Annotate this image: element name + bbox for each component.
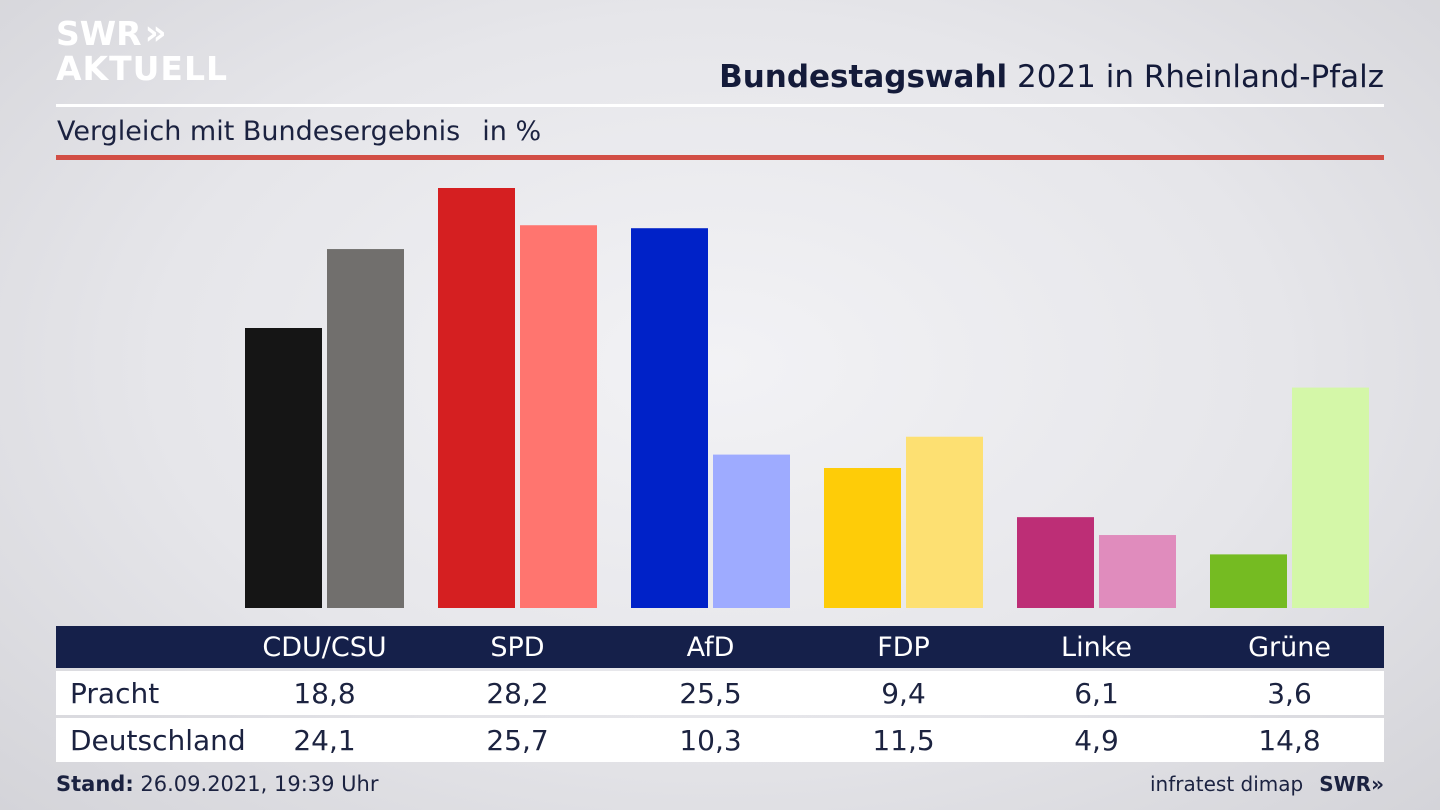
bar-linke-pracht bbox=[1017, 517, 1094, 608]
results-table: CDU/CSU SPD AfD FDP Linke Grüne Pracht 18,8 28… bbox=[56, 626, 1384, 762]
value-pracht-afd: 25,5 bbox=[679, 676, 742, 710]
bar-fdp-deutschland bbox=[906, 436, 983, 608]
timestamp: Stand: 26.09.2021, 19:39 Uhr bbox=[56, 772, 379, 796]
table-header-row: CDU/CSU SPD AfD FDP Linke Grüne bbox=[56, 626, 1384, 668]
value-deutschland-fdp: 11,5 bbox=[872, 723, 935, 757]
value-pracht-grne: 3,6 bbox=[1267, 676, 1312, 710]
stand-value: 26.09.2021, 19:39 Uhr bbox=[133, 772, 379, 796]
logo-aktuell-text: AKTUELL bbox=[56, 49, 229, 88]
source-text: infratest dimap bbox=[1150, 772, 1304, 796]
page-title: Bundestagswahl 2021 in Rheinland-Pfalz bbox=[719, 59, 1384, 95]
column-header-fdp: FDP bbox=[877, 631, 930, 663]
value-pracht-spd: 28,2 bbox=[486, 676, 549, 710]
table-row-deutschland: Deutschland 24,1 25,7 10,3 11,5 4,9 14,8 bbox=[56, 718, 1384, 762]
value-pracht-fdp: 9,4 bbox=[881, 676, 926, 710]
title-bold: Bundestagswahl bbox=[719, 59, 1008, 95]
chart-subtitle: Vergleich mit Bundesergebnis in % bbox=[57, 116, 541, 147]
bar-spd-pracht bbox=[438, 188, 515, 608]
value-deutschland-linke: 4,9 bbox=[1074, 723, 1119, 757]
value-deutschland-cducsu: 24,1 bbox=[293, 723, 356, 757]
bar-spd-deutschland bbox=[520, 225, 597, 608]
value-deutschland-spd: 25,7 bbox=[486, 723, 549, 757]
footer-swr-logo: SWR» bbox=[1319, 772, 1384, 796]
row-label-deutschland: Deutschland bbox=[70, 723, 246, 757]
value-pracht-linke: 6,1 bbox=[1074, 676, 1119, 710]
title-divider bbox=[56, 104, 1384, 107]
table-row-pracht: Pracht 18,8 28,2 25,5 9,4 6,1 3,6 bbox=[56, 671, 1384, 715]
logo-swr-text: SWR bbox=[56, 13, 142, 53]
title-rest: 2021 in Rheinland-Pfalz bbox=[1007, 59, 1384, 95]
accent-divider bbox=[56, 155, 1384, 160]
row-label-pracht: Pracht bbox=[70, 676, 160, 710]
column-header-linke: Linke bbox=[1061, 631, 1132, 663]
swr-aktuell-logo: SWR» AKTUELL bbox=[56, 16, 228, 85]
column-header-cducsu: CDU/CSU bbox=[262, 631, 387, 663]
bar-fdp-pracht bbox=[824, 468, 901, 608]
source-credit: infratest dimap SWR» bbox=[1150, 772, 1384, 796]
column-header-grne: Grüne bbox=[1248, 631, 1331, 663]
bar-linke-deutschland bbox=[1099, 535, 1176, 608]
bar-grne-deutschland bbox=[1292, 387, 1369, 608]
column-header-afd: AfD bbox=[686, 631, 735, 663]
bar-cducsu-deutschland bbox=[327, 249, 404, 608]
bar-afd-pracht bbox=[631, 228, 708, 608]
bar-grne-pracht bbox=[1210, 554, 1287, 608]
value-deutschland-afd: 10,3 bbox=[679, 723, 742, 757]
bar-afd-deutschland bbox=[713, 454, 790, 608]
subtitle-unit: in % bbox=[482, 116, 542, 147]
value-deutschland-grne: 14,8 bbox=[1258, 723, 1321, 757]
bar-cducsu-pracht bbox=[245, 328, 322, 608]
stand-label: Stand: bbox=[56, 772, 134, 796]
subtitle-text: Vergleich mit Bundesergebnis bbox=[57, 116, 461, 147]
bar-chart bbox=[245, 188, 1369, 608]
value-pracht-cducsu: 18,8 bbox=[293, 676, 356, 710]
column-header-spd: SPD bbox=[490, 631, 545, 663]
